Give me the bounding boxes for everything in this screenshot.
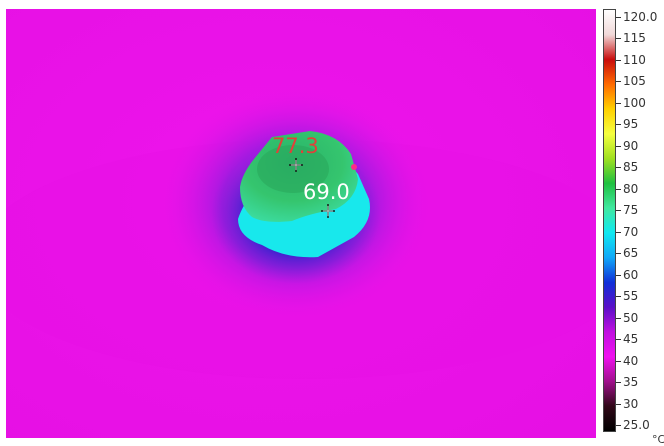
- scale-tick: [616, 425, 621, 426]
- scale-tick-label: 25.0: [623, 418, 650, 432]
- scale-tick: [616, 231, 621, 233]
- scale-tick: [616, 360, 621, 362]
- thermal-image: 77.3 69.0: [6, 9, 596, 438]
- crosshair-icon-max: [289, 158, 303, 172]
- scale-tick-label: 105: [623, 74, 646, 89]
- scale-tick-label: 90: [623, 138, 639, 153]
- scale-tick: [616, 167, 621, 169]
- scale-tick: [616, 17, 621, 18]
- scale-tick: [616, 124, 621, 126]
- edge-spot: [351, 164, 357, 170]
- thermal-heat-map: [6, 9, 596, 438]
- scale-tick-label: 80: [623, 181, 639, 196]
- scale-tick-label: 30: [623, 396, 639, 411]
- scale-tick: [616, 317, 621, 319]
- scale-tick-label: 65: [623, 246, 639, 261]
- scale-tick-label: 85: [623, 160, 639, 175]
- scale-tick: [616, 210, 621, 212]
- scale-unit-label: °C: [652, 433, 664, 446]
- scale-tick-label: 120.0: [623, 10, 658, 24]
- scale-tick: [616, 382, 621, 384]
- scale-tick-label: 40: [623, 353, 639, 368]
- scale-tick: [616, 188, 621, 190]
- scale-tick: [616, 81, 621, 83]
- scale-tick-label: 110: [623, 52, 646, 67]
- scale-tick: [616, 403, 621, 405]
- scale-tick-label: 45: [623, 332, 639, 347]
- scale-tick-label: 60: [623, 267, 639, 282]
- scale-tick: [616, 145, 621, 147]
- scale-tick-label: 70: [623, 224, 639, 239]
- scale-tick-label: 95: [623, 117, 639, 132]
- scale-tick: [616, 59, 621, 61]
- scale-tick: [616, 339, 621, 341]
- temperature-color-scale: [603, 9, 616, 432]
- scale-tick: [616, 296, 621, 298]
- scale-tick: [616, 274, 621, 276]
- marker-label-max: 77.3: [272, 134, 319, 158]
- marker-label-spot: 69.0: [303, 180, 350, 204]
- scale-tick-label: 115: [623, 31, 646, 46]
- scale-tick-label: 75: [623, 203, 639, 218]
- scale-tick-label: 55: [623, 289, 639, 304]
- scale-tick: [616, 38, 621, 40]
- scale-tick: [616, 102, 621, 104]
- crosshair-icon-spot: [321, 204, 335, 218]
- scale-tick: [616, 253, 621, 255]
- scale-tick-label: 35: [623, 375, 639, 390]
- scale-tick-label: 50: [623, 310, 639, 325]
- scale-tick-labels: 120.0 115 110 105 100 95 90 85 80 75 70 65 60 55 50 45 4…: [616, 0, 664, 445]
- scale-tick-label: 100: [623, 95, 646, 110]
- hot-spot: [257, 145, 329, 193]
